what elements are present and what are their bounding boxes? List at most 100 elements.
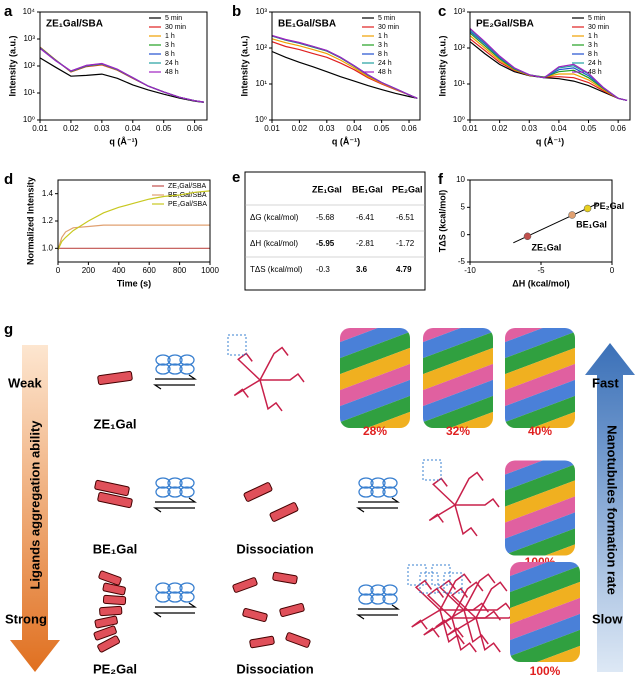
stripe xyxy=(505,328,575,344)
x-tick-label: 0.05 xyxy=(581,124,597,133)
y-tick-label: -5 xyxy=(458,257,466,266)
protein xyxy=(155,363,171,375)
stripe xyxy=(505,526,575,556)
level-label: Weak xyxy=(8,375,42,390)
stripe xyxy=(500,282,580,328)
point-label: PE₂Gal xyxy=(594,201,625,211)
ligand-block xyxy=(102,594,127,606)
protein xyxy=(358,477,374,489)
ligand-block xyxy=(99,605,123,617)
ligand-block xyxy=(97,491,133,509)
equilibrium-arrows xyxy=(356,604,400,620)
protein xyxy=(167,486,183,498)
ligand-block xyxy=(94,479,130,497)
legend-label: 5 min xyxy=(378,15,395,22)
ligand-block xyxy=(279,602,305,618)
protein xyxy=(358,486,374,498)
column-header: BE₁Gal xyxy=(352,184,383,194)
y-tick-label: 10² xyxy=(453,43,465,52)
x-tick-label: 0.03 xyxy=(319,124,335,133)
ligand-block xyxy=(232,577,258,593)
x-tick-label: 0 xyxy=(610,266,615,275)
series-line xyxy=(57,190,211,250)
panel-title: PE₂Gal/SBA xyxy=(476,19,534,30)
ligand-block xyxy=(243,482,273,502)
nanotube-stripes xyxy=(510,562,580,662)
axis-label: Ligands aggregation ability xyxy=(27,420,42,590)
y-tick-label: 1.2 xyxy=(42,216,54,225)
x-tick-label: 0.05 xyxy=(374,124,390,133)
table-cell: 3.6 xyxy=(356,265,368,274)
stripe xyxy=(340,346,410,392)
state-label: Dissociation xyxy=(236,541,313,556)
x-tick-label: 0.01 xyxy=(462,124,478,133)
x-tick-label: 0.06 xyxy=(610,124,626,133)
series-line xyxy=(469,41,628,101)
legend-label: 30 min xyxy=(165,24,186,31)
stripe xyxy=(505,462,575,509)
series-line xyxy=(39,46,204,103)
x-tick-label: 0.01 xyxy=(264,124,280,133)
series-line xyxy=(57,224,210,250)
stripe xyxy=(418,442,498,488)
column-header: ZE₁Gal xyxy=(312,184,342,194)
ligand-block xyxy=(272,571,298,585)
nanotube xyxy=(505,460,575,556)
legend-label: 30 min xyxy=(588,24,609,31)
series-line xyxy=(469,35,628,101)
stripe xyxy=(505,362,575,408)
zoom-box xyxy=(443,572,463,594)
x-tick-label: 0.02 xyxy=(63,124,79,133)
stripe xyxy=(510,562,580,578)
protein xyxy=(155,582,171,594)
stripe xyxy=(423,330,493,376)
equilibrium-arrows xyxy=(356,497,400,513)
y-tick-label: 10 xyxy=(456,175,465,184)
y-axis-label: Normalized Intensity xyxy=(25,177,35,265)
equilibrium-arrows xyxy=(153,602,197,618)
ligand-molecule xyxy=(435,573,513,645)
nanotube xyxy=(340,328,410,428)
y-tick-label: 10¹ xyxy=(255,79,267,88)
table-cell: -6.41 xyxy=(356,213,375,222)
x-axis-label: ΔH (kcal/mol) xyxy=(512,278,569,288)
stripe xyxy=(510,580,580,626)
level-label: Fast xyxy=(592,375,619,390)
protein xyxy=(167,363,183,375)
protein xyxy=(179,477,195,489)
y-tick-label: 10⁰ xyxy=(453,115,465,124)
stripe xyxy=(340,328,410,360)
panel-label: b xyxy=(232,3,241,20)
stripe xyxy=(423,394,493,428)
ligand-block xyxy=(242,607,268,623)
percentage: 100% xyxy=(530,664,561,678)
table-cell: -5.68 xyxy=(316,213,335,222)
y-tick-label: 10⁰ xyxy=(255,115,267,124)
equilibrium-arrows xyxy=(153,374,197,390)
legend-label: 8 h xyxy=(165,51,175,58)
table-cell: -6.51 xyxy=(396,213,415,222)
plot-frame xyxy=(469,11,631,121)
stripe xyxy=(505,494,575,541)
stripe xyxy=(505,378,575,424)
percentage: 40% xyxy=(528,424,552,438)
equilibrium-arrows xyxy=(153,497,197,513)
y-axis-label: TΔS (kcal/mol) xyxy=(437,190,447,252)
stripe xyxy=(505,510,575,556)
stripe xyxy=(418,282,498,328)
y-tick-label: 10¹ xyxy=(23,88,35,97)
x-tick-label: 200 xyxy=(82,266,96,275)
point-label: ZE₁Gal xyxy=(532,243,562,253)
ligand-block xyxy=(102,582,126,596)
stripe xyxy=(423,328,493,360)
stripe xyxy=(423,328,493,344)
percentage: 28% xyxy=(363,424,387,438)
stripe xyxy=(510,612,580,658)
x-tick-label: 600 xyxy=(143,266,157,275)
x-tick-label: 0.04 xyxy=(551,124,567,133)
nanotube-stripes xyxy=(505,460,575,556)
legend-label: 3 h xyxy=(588,42,598,49)
point xyxy=(523,232,532,241)
table-cell: -2.81 xyxy=(356,239,375,248)
